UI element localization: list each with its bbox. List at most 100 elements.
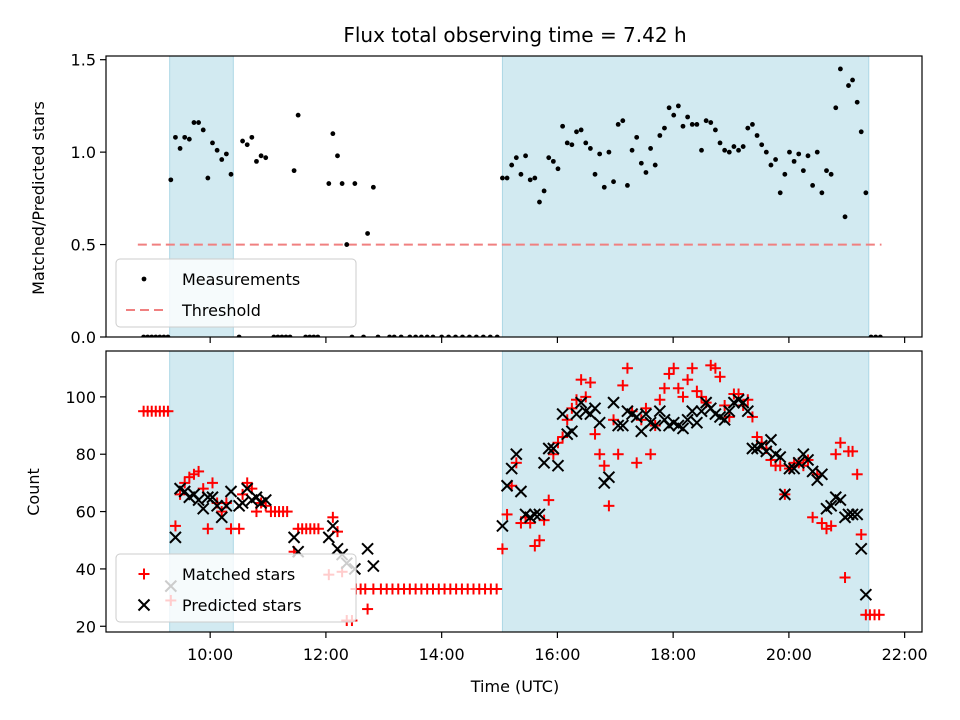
data-point xyxy=(162,405,174,417)
data-point xyxy=(782,171,788,177)
data-point xyxy=(800,168,806,174)
data-point xyxy=(662,125,667,131)
data-point xyxy=(842,214,848,220)
data-point xyxy=(773,157,778,162)
data-point xyxy=(668,362,680,374)
legend-swatch xyxy=(141,276,147,282)
data-point xyxy=(615,122,621,127)
data-point xyxy=(649,419,662,432)
data-point xyxy=(612,448,624,460)
data-point xyxy=(686,362,698,374)
data-point xyxy=(863,190,869,196)
data-point xyxy=(754,133,760,138)
legend-label: Threshold xyxy=(181,301,261,320)
data-point xyxy=(569,142,575,148)
data-point xyxy=(774,460,786,472)
data-point xyxy=(611,179,616,185)
data-point xyxy=(365,231,370,236)
data-point xyxy=(695,405,708,418)
legend-label: Measurements xyxy=(182,270,300,289)
data-point xyxy=(339,181,345,186)
plot-area xyxy=(138,359,885,627)
data-point xyxy=(564,140,570,146)
data-point xyxy=(192,493,205,507)
data-point xyxy=(653,405,667,418)
data-point xyxy=(736,147,741,153)
data-point xyxy=(708,120,714,125)
data-point xyxy=(500,479,514,492)
data-point xyxy=(645,448,657,460)
data-point xyxy=(717,140,723,146)
data-point xyxy=(555,166,561,172)
x-tick-label: 10:00 xyxy=(187,645,233,664)
y-tick-label: 60 xyxy=(76,503,96,522)
data-point xyxy=(851,468,863,480)
data-point xyxy=(819,190,825,196)
legend-label: Matched stars xyxy=(182,565,295,584)
data-point xyxy=(518,171,524,177)
data-point xyxy=(801,453,815,467)
data-point xyxy=(533,534,545,546)
data-point xyxy=(574,129,579,135)
top-y-axis-label: Matched/Predicted stars xyxy=(29,101,48,295)
data-point xyxy=(514,485,528,498)
data-point xyxy=(588,402,602,415)
data-point xyxy=(607,396,620,409)
data-point xyxy=(634,134,640,140)
data-point xyxy=(741,405,755,418)
data-point xyxy=(815,468,829,481)
observing-interval-1 xyxy=(501,350,870,633)
data-point xyxy=(541,188,547,194)
data-point xyxy=(249,134,255,140)
data-point xyxy=(691,385,703,397)
data-point xyxy=(504,175,510,181)
y-tick-label: 40 xyxy=(76,560,96,579)
data-point xyxy=(846,508,859,521)
data-point xyxy=(509,162,515,168)
data-point xyxy=(850,77,855,83)
data-point xyxy=(658,382,670,394)
data-point xyxy=(224,485,238,498)
data-point xyxy=(666,105,672,111)
data-point xyxy=(686,405,699,418)
data-point xyxy=(630,410,643,424)
data-point xyxy=(330,131,336,137)
y-tick-label: 0.5 xyxy=(71,236,96,255)
data-point xyxy=(259,493,272,507)
data-point xyxy=(177,146,183,151)
data-point xyxy=(589,428,601,440)
data-point xyxy=(223,151,229,157)
data-point xyxy=(824,168,829,174)
y-tick-label: 80 xyxy=(76,445,96,464)
data-point xyxy=(228,171,234,177)
data-point xyxy=(500,175,505,181)
data-point xyxy=(731,144,737,149)
data-point xyxy=(859,588,873,601)
data-point xyxy=(685,114,691,120)
data-point xyxy=(703,118,709,124)
data-point xyxy=(254,158,259,164)
data-point xyxy=(807,511,819,523)
data-point xyxy=(598,460,610,472)
data-point xyxy=(616,419,630,432)
data-point xyxy=(639,407,653,421)
data-point xyxy=(584,377,596,389)
data-point xyxy=(597,151,603,157)
data-point xyxy=(496,519,509,533)
data-point xyxy=(723,411,735,423)
data-point xyxy=(603,500,615,512)
data-point xyxy=(796,151,802,157)
y-tick-label: 20 xyxy=(76,617,96,636)
data-point xyxy=(196,120,201,125)
data-point xyxy=(219,157,225,162)
data-point xyxy=(312,523,324,535)
data-point xyxy=(327,511,339,523)
data-point xyxy=(736,396,750,409)
data-point xyxy=(575,374,587,386)
data-point xyxy=(565,425,579,438)
data-point xyxy=(681,413,694,427)
x-axis-label: Time (UTC) xyxy=(470,677,559,696)
x-tick-label: 14:00 xyxy=(419,645,465,664)
data-point xyxy=(663,368,675,380)
data-point xyxy=(675,103,681,109)
